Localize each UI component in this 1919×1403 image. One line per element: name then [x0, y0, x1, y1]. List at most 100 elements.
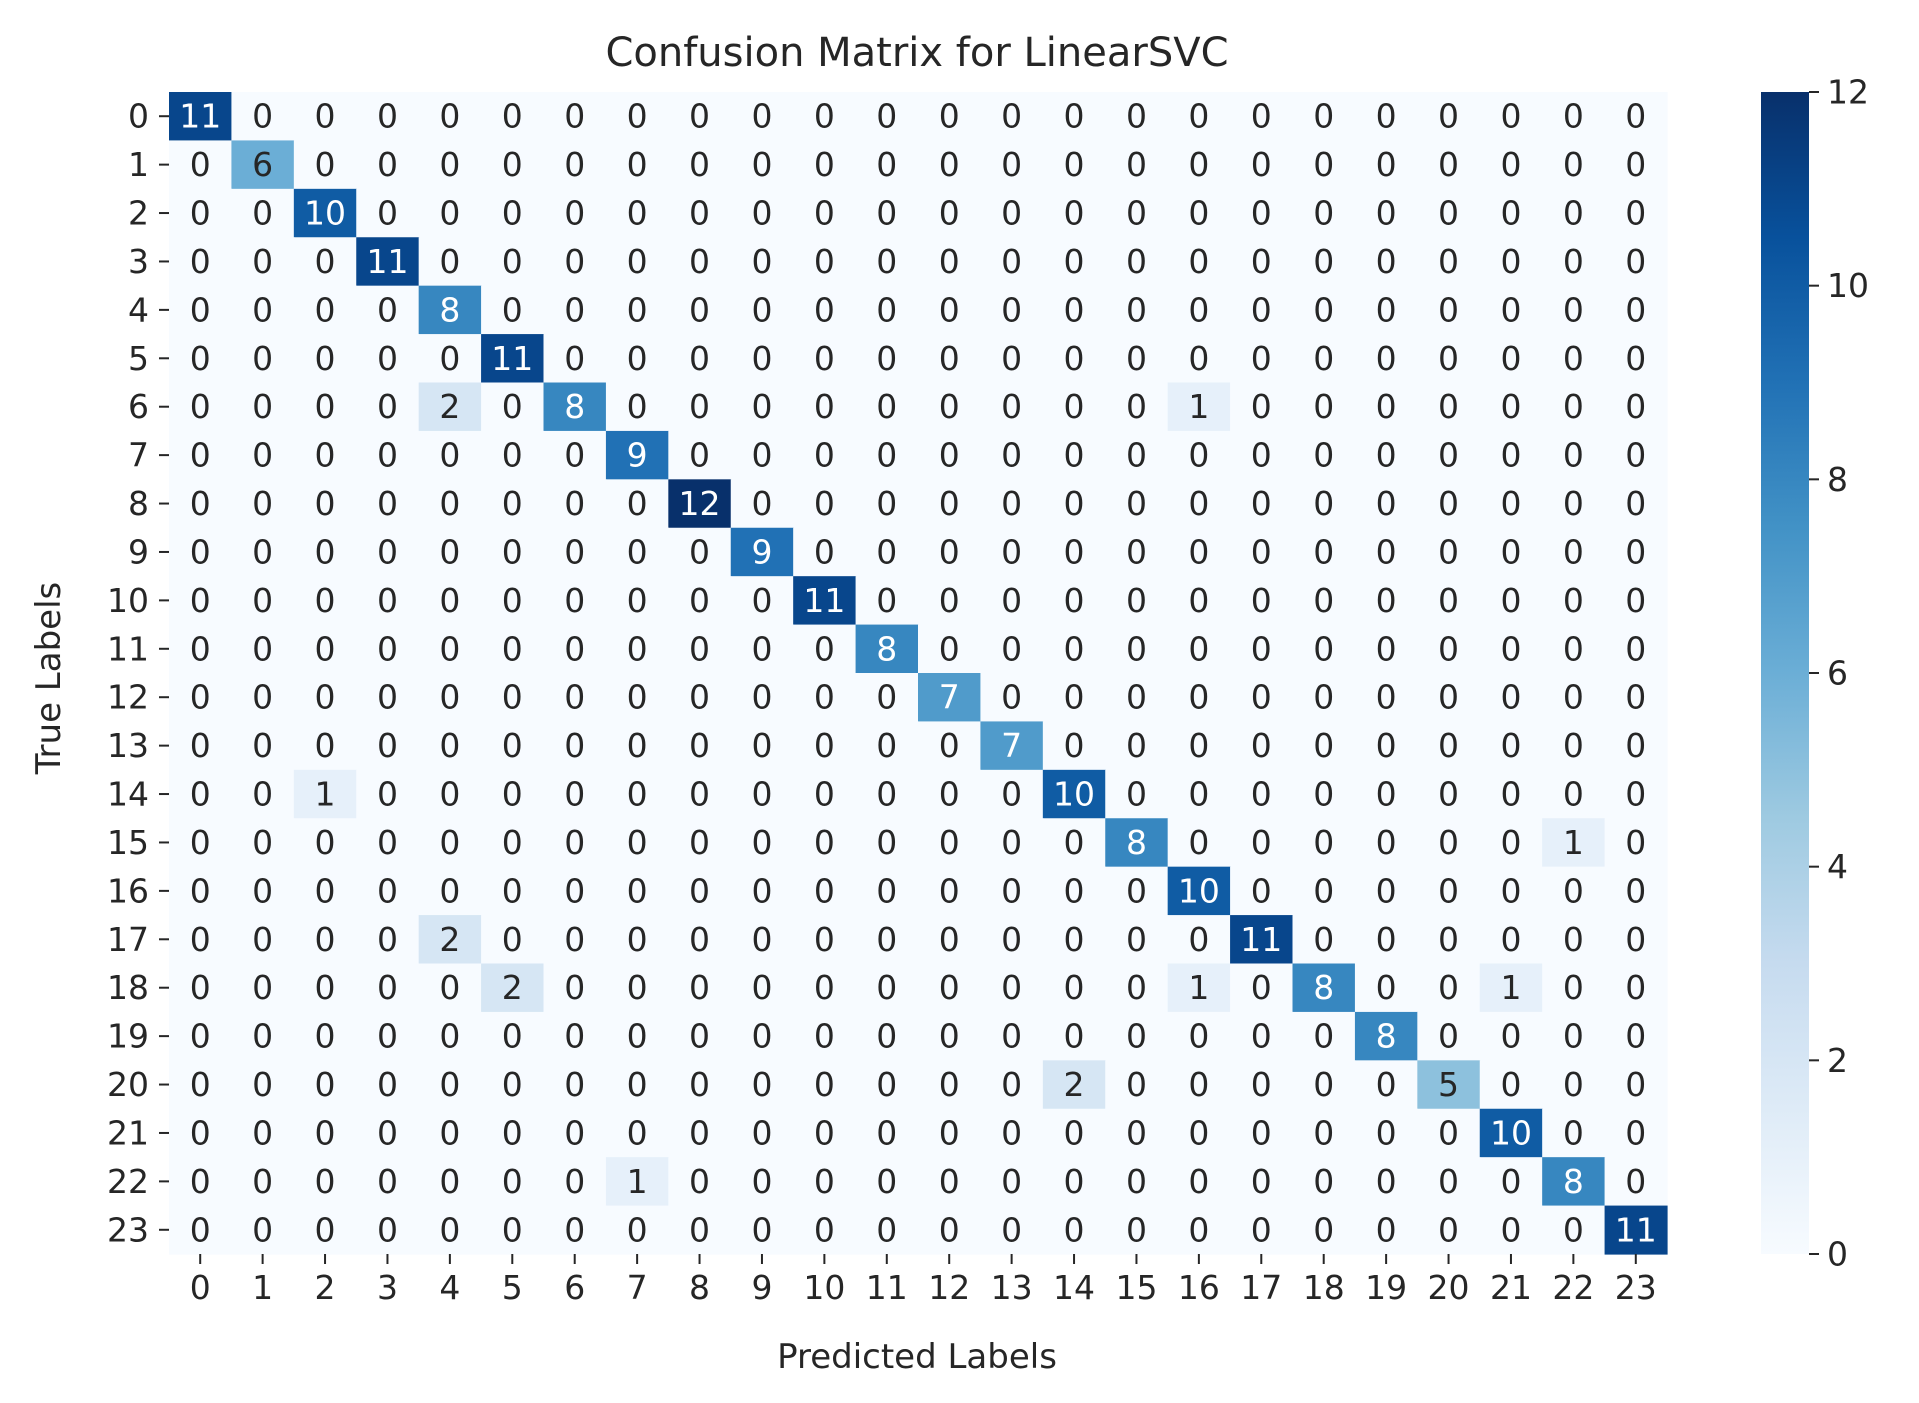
heatmap-cell	[793, 382, 857, 432]
cell-value-label: 0	[627, 1210, 648, 1249]
cell-value-label: 0	[1001, 484, 1022, 523]
heatmap-cell	[1230, 915, 1294, 965]
heatmap-cell	[730, 188, 794, 238]
heatmap-cell	[1042, 769, 1106, 819]
cell-value-label: 0	[689, 726, 710, 765]
heatmap-cell	[793, 1205, 857, 1255]
heatmap-cell	[730, 527, 794, 577]
heatmap-cell	[231, 673, 295, 723]
cell-value-label: 0	[439, 871, 460, 910]
cell-value-label: 0	[564, 194, 585, 233]
x-tick-label: 18	[1303, 1268, 1345, 1307]
cell-value-label: 0	[939, 1162, 960, 1201]
heatmap-cell	[231, 576, 295, 626]
cell-value-label: 0	[1313, 97, 1334, 136]
cell-value-label: 1	[1500, 968, 1521, 1007]
heatmap-cell	[1417, 188, 1481, 238]
cell-value-label: 0	[1001, 823, 1022, 862]
heatmap-cell	[1354, 673, 1418, 723]
heatmap-cell	[1417, 285, 1481, 335]
heatmap-cell	[730, 721, 794, 771]
cell-value-label: 0	[1438, 145, 1459, 184]
x-tick-label: 6	[564, 1268, 585, 1307]
cell-value-label: 0	[1313, 920, 1334, 959]
cell-value-label: 0	[1376, 1065, 1397, 1104]
heatmap-cell	[918, 1205, 982, 1255]
heatmap-cell	[1354, 92, 1418, 142]
heatmap-cell	[980, 963, 1044, 1013]
cell-value-label: 0	[1001, 145, 1022, 184]
cell-value-label: 10	[1178, 871, 1220, 910]
cell-value-label: 0	[564, 968, 585, 1007]
heatmap-cell	[1417, 1011, 1481, 1061]
heatmap-cell	[1230, 285, 1294, 335]
heatmap-cell	[543, 479, 607, 529]
heatmap-cell	[730, 92, 794, 142]
heatmap-cell	[1604, 382, 1668, 432]
heatmap-cell	[481, 1205, 545, 1255]
cell-value-label: 0	[627, 629, 648, 668]
heatmap-cell	[980, 140, 1044, 190]
cell-value-label: 0	[1500, 1065, 1521, 1104]
heatmap-cell	[481, 769, 545, 819]
heatmap-cell	[418, 1011, 482, 1061]
cell-value-label: 1	[1563, 823, 1584, 862]
heatmap-cell	[1542, 479, 1606, 529]
cell-value-label: 0	[1251, 871, 1272, 910]
heatmap-cell	[356, 479, 420, 529]
cell-value-label: 0	[1313, 1162, 1334, 1201]
cell-value-label: 0	[1188, 145, 1209, 184]
heatmap-cell	[543, 1157, 607, 1207]
cell-value-label: 0	[1625, 968, 1646, 1007]
heatmap-cell	[231, 334, 295, 384]
cell-value-label: 0	[315, 726, 336, 765]
cell-value-label: 0	[627, 387, 648, 426]
cell-value-label: 0	[502, 871, 523, 910]
cell-value-label: 0	[1376, 726, 1397, 765]
cell-value-label: 0	[627, 1065, 648, 1104]
heatmap-cell	[1354, 1011, 1418, 1061]
y-tick-label: 11	[107, 629, 149, 668]
heatmap-cell	[918, 92, 982, 142]
heatmap-cell	[1417, 527, 1481, 577]
cell-value-label: 0	[1064, 242, 1085, 281]
heatmap-cell	[730, 285, 794, 335]
heatmap-cell	[1354, 1108, 1418, 1158]
cell-value-label: 0	[1126, 1162, 1147, 1201]
heatmap-cell	[293, 866, 357, 916]
heatmap-cell	[730, 237, 794, 287]
y-tick-label: 5	[128, 339, 149, 378]
heatmap-cell	[918, 866, 982, 916]
cell-value-label: 0	[627, 678, 648, 717]
heatmap-cell	[1042, 721, 1106, 771]
cell-value-label: 0	[939, 387, 960, 426]
heatmap-cell	[730, 334, 794, 384]
heatmap-cell	[1167, 430, 1231, 480]
heatmap-cell	[1230, 1157, 1294, 1207]
cell-value-label: 0	[315, 532, 336, 571]
heatmap-cell	[169, 1011, 233, 1061]
cell-value-label: 0	[439, 145, 460, 184]
heatmap-cell	[1167, 92, 1231, 142]
heatmap-cell	[1292, 140, 1356, 190]
cell-value-label: 0	[1251, 678, 1272, 717]
cell-value-label: 0	[1438, 678, 1459, 717]
cell-value-label: 0	[1625, 678, 1646, 717]
cell-value-label: 0	[1563, 775, 1584, 814]
heatmap-cell	[605, 285, 669, 335]
heatmap-cell	[356, 237, 420, 287]
cell-value-label: 0	[1064, 194, 1085, 233]
cell-value-label: 0	[502, 1162, 523, 1201]
cell-value-label: 0	[439, 1210, 460, 1249]
cell-value-label: 0	[1313, 1210, 1334, 1249]
cell-value-label: 0	[627, 290, 648, 329]
cell-value-label: 0	[502, 194, 523, 233]
heatmap-cell	[1479, 479, 1543, 529]
heatmap-cell	[1479, 963, 1543, 1013]
cell-value-label: 0	[1625, 145, 1646, 184]
cell-value-label: 0	[439, 629, 460, 668]
cell-value-label: 0	[502, 920, 523, 959]
heatmap-cell	[543, 140, 607, 190]
heatmap-cell	[1292, 576, 1356, 626]
heatmap-cell	[1479, 92, 1543, 142]
